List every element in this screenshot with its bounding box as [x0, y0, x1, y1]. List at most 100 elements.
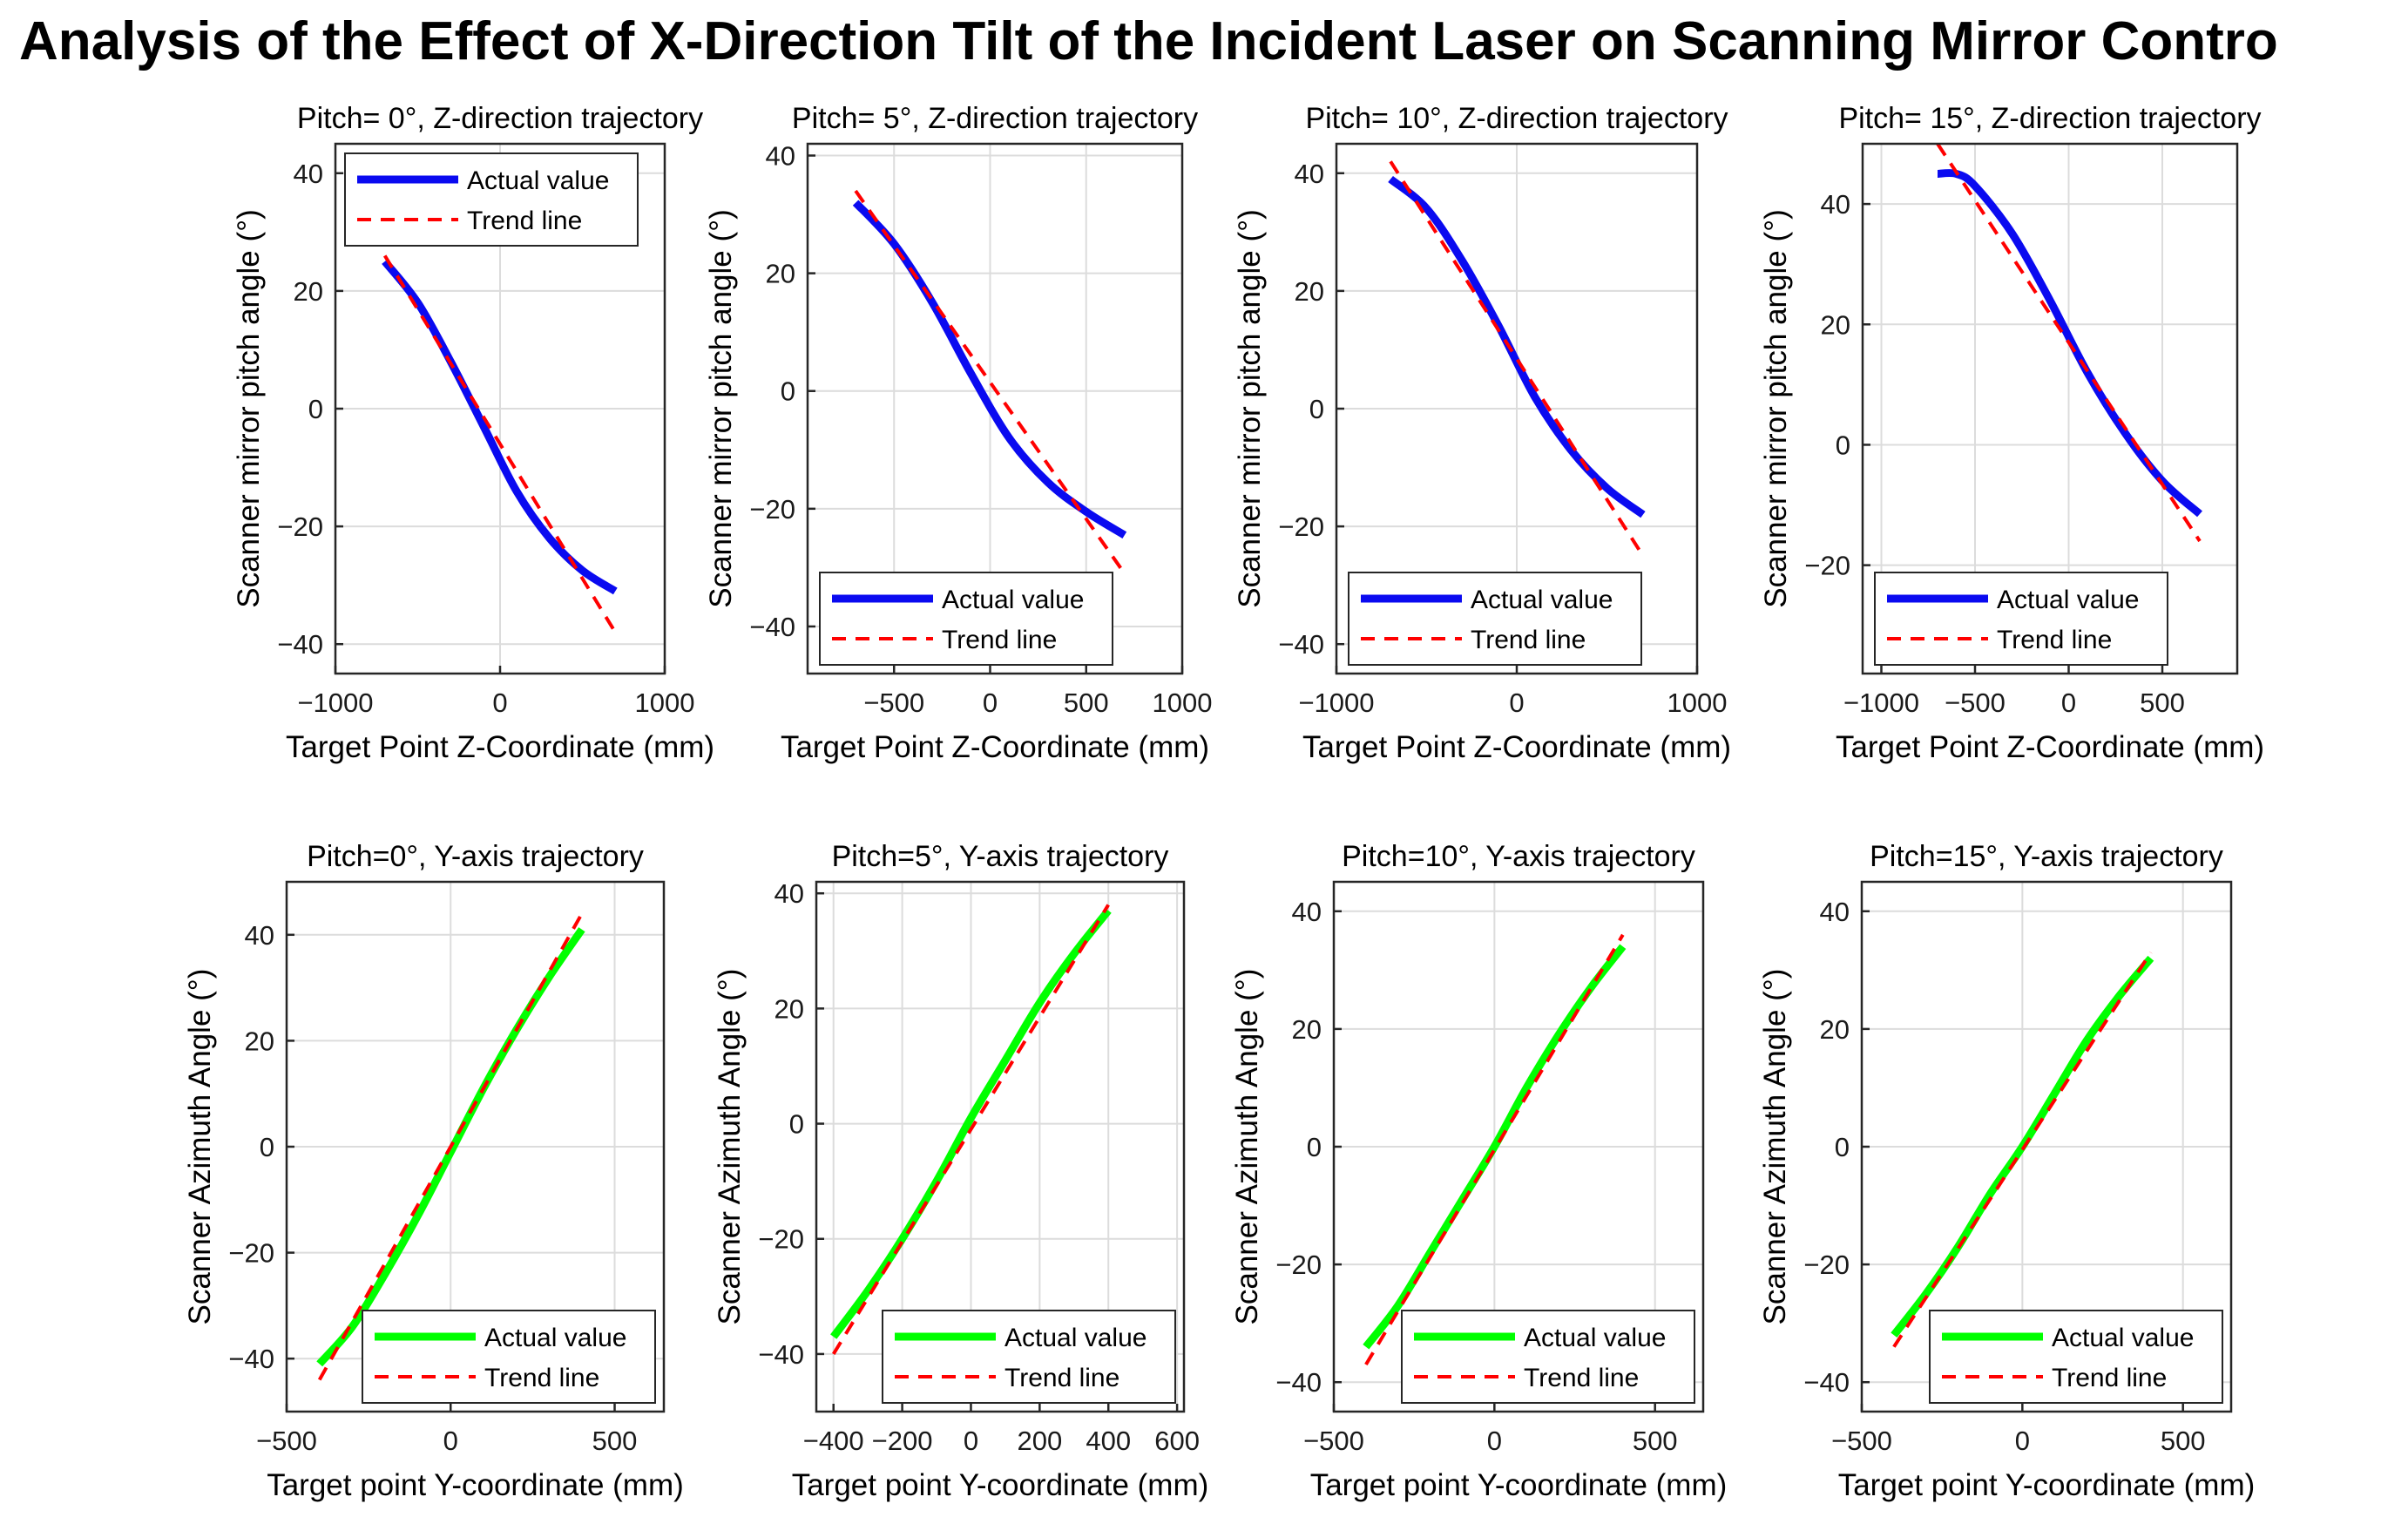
x-tick-label: 500	[2140, 687, 2185, 718]
legend-trend-label: Trend line	[1997, 626, 2112, 654]
y-tick-label: −20	[228, 1238, 274, 1269]
actual-value-series	[830, 908, 1112, 1339]
y-tick-label: 20	[1295, 276, 1324, 307]
chart-title: Pitch=10°, Y-axis trajectory	[1342, 840, 1695, 873]
y-axis-label: Scanner mirror pitch angle (°)	[1233, 209, 1267, 608]
x-tick-label: −500	[863, 687, 924, 718]
y-tick-label: 20	[1821, 309, 1850, 340]
x-tick-label: 1000	[1667, 687, 1728, 718]
legend-box	[882, 1310, 1176, 1404]
actual-value-series	[1363, 944, 1627, 1350]
y-tick-label: −20	[1278, 511, 1324, 542]
x-tick-label: 500	[2161, 1426, 2206, 1456]
y-tick-label: −40	[277, 629, 323, 660]
legend-actual-label: Actual value	[467, 166, 609, 195]
legend-box	[1348, 572, 1642, 666]
trend-line-series	[382, 254, 618, 633]
legend-box	[344, 152, 639, 247]
x-tick-label: −400	[803, 1426, 864, 1456]
axis-box	[806, 142, 1184, 675]
x-tick-label: 500	[1633, 1426, 1678, 1456]
legend: Actual value Trend line	[362, 1310, 656, 1404]
legend-actual-label: Actual value	[484, 1324, 626, 1352]
actual-value-series	[1388, 175, 1646, 518]
x-axis-label: Target Point Z-Coordinate (mm)	[781, 730, 1209, 764]
x-tick-label: 600	[1154, 1426, 1200, 1456]
x-tick-label: −1000	[1298, 687, 1374, 718]
legend-actual-label: Actual value	[1004, 1324, 1147, 1352]
y-tick-label: 40	[1821, 189, 1850, 220]
x-axis-label: Target point Y-coordinate (mm)	[1838, 1468, 2256, 1502]
y-tick-label: 0	[1836, 430, 1850, 460]
chart-panel-3: −1000 0 1000 −40 −20 0 20 40 Actual value Trend l…	[1233, 102, 1731, 764]
legend: Actual value Trend line	[344, 152, 639, 247]
x-tick-label: 0	[2061, 687, 2076, 718]
x-tick-label: −200	[872, 1426, 933, 1456]
x-tick-label: 0	[2015, 1426, 2030, 1456]
y-axis-label: Scanner Azimuth Angle (°)	[183, 969, 217, 1325]
x-tick-label: −500	[256, 1426, 317, 1456]
legend-trend-label: Trend line	[484, 1364, 599, 1392]
y-tick-label: 40	[766, 141, 795, 172]
chart-panel-1: −1000 0 1000 −40 −20 0 20 40 Actual value Trend l…	[232, 102, 714, 764]
x-tick-label: −1000	[297, 687, 373, 718]
figure-title: Analysis of the Effect of X-Direction Ti…	[19, 11, 2278, 71]
y-axis-label: Scanner mirror pitch angle (°)	[1759, 209, 1793, 608]
axis-box	[1860, 880, 2233, 1413]
legend-actual-label: Actual value	[942, 586, 1084, 614]
chart-panel-5: −500 0 500 −40 −20 0 20 40 Actual value Trend lin…	[183, 840, 684, 1502]
y-tick-label: 20	[774, 993, 804, 1024]
y-tick-label: 40	[1292, 897, 1322, 927]
y-tick-label: 20	[245, 1026, 274, 1056]
y-tick-label: 0	[789, 1109, 804, 1140]
y-tick-label: 40	[294, 159, 323, 189]
y-tick-label: −40	[749, 612, 795, 642]
y-tick-label: 20	[294, 276, 323, 307]
legend: Actual value Trend line	[1929, 1310, 2223, 1404]
legend-trend-label: Trend line	[467, 207, 582, 235]
x-tick-label: 0	[492, 687, 507, 718]
x-tick-label: 0	[443, 1426, 458, 1456]
y-tick-label: −20	[1803, 1250, 1850, 1280]
y-axis-label: Scanner mirror pitch angle (°)	[232, 209, 266, 608]
y-tick-label: 40	[1820, 897, 1850, 927]
trend-line-series	[1364, 933, 1625, 1366]
y-tick-label: −20	[1275, 1250, 1322, 1280]
legend-trend-label: Trend line	[1004, 1364, 1119, 1392]
x-axis-label: Target point Y-coordinate (mm)	[1310, 1468, 1728, 1502]
legend: Actual value Trend line	[1348, 572, 1642, 666]
chart-panel-2: −500 0 500 1000 −40 −20 0 20 40 Actual value Trend…	[704, 102, 1212, 764]
legend: Actual value Trend line	[1874, 572, 2168, 666]
actual-value-series	[316, 927, 585, 1367]
y-tick-label: −20	[749, 494, 795, 525]
trend-line-series	[1892, 952, 2153, 1348]
legend-actual-label: Actual value	[1471, 586, 1613, 614]
chart-title: Pitch=5°, Y-axis trajectory	[832, 840, 1169, 873]
y-axis-label: Scanner Azimuth Angle (°)	[1230, 969, 1264, 1325]
y-tick-label: 0	[1835, 1132, 1850, 1162]
legend-actual-label: Actual value	[1524, 1324, 1666, 1352]
legend-box	[1874, 572, 2168, 666]
chart-panel-4: −1000 −500 0 500 −20 0 20 40 Actual value Trend l…	[1759, 102, 2264, 764]
y-tick-label: 0	[260, 1132, 274, 1162]
x-tick-label: 0	[1509, 687, 1524, 718]
y-tick-label: 20	[1292, 1014, 1322, 1045]
chart-title: Pitch= 10°, Z-direction trajectory	[1305, 102, 1728, 135]
y-axis-label: Scanner mirror pitch angle (°)	[704, 209, 738, 608]
legend-trend-label: Trend line	[942, 626, 1057, 654]
chart-title: Pitch=15°, Y-axis trajectory	[1870, 840, 2223, 873]
x-tick-label: 0	[983, 687, 998, 718]
legend: Actual value Trend line	[819, 572, 1113, 666]
legend-box	[362, 1310, 656, 1404]
y-tick-label: −40	[1803, 1367, 1850, 1398]
legend-trend-label: Trend line	[2052, 1364, 2167, 1392]
axis-box	[1335, 142, 1699, 675]
y-tick-label: −20	[1804, 551, 1850, 581]
y-tick-label: −20	[277, 511, 323, 542]
legend-box	[1401, 1310, 1695, 1404]
x-tick-label: 1000	[1153, 687, 1213, 718]
y-tick-label: 20	[766, 259, 795, 289]
x-tick-label: 1000	[635, 687, 695, 718]
y-tick-label: 0	[308, 394, 323, 424]
y-tick-label: −20	[758, 1224, 804, 1255]
